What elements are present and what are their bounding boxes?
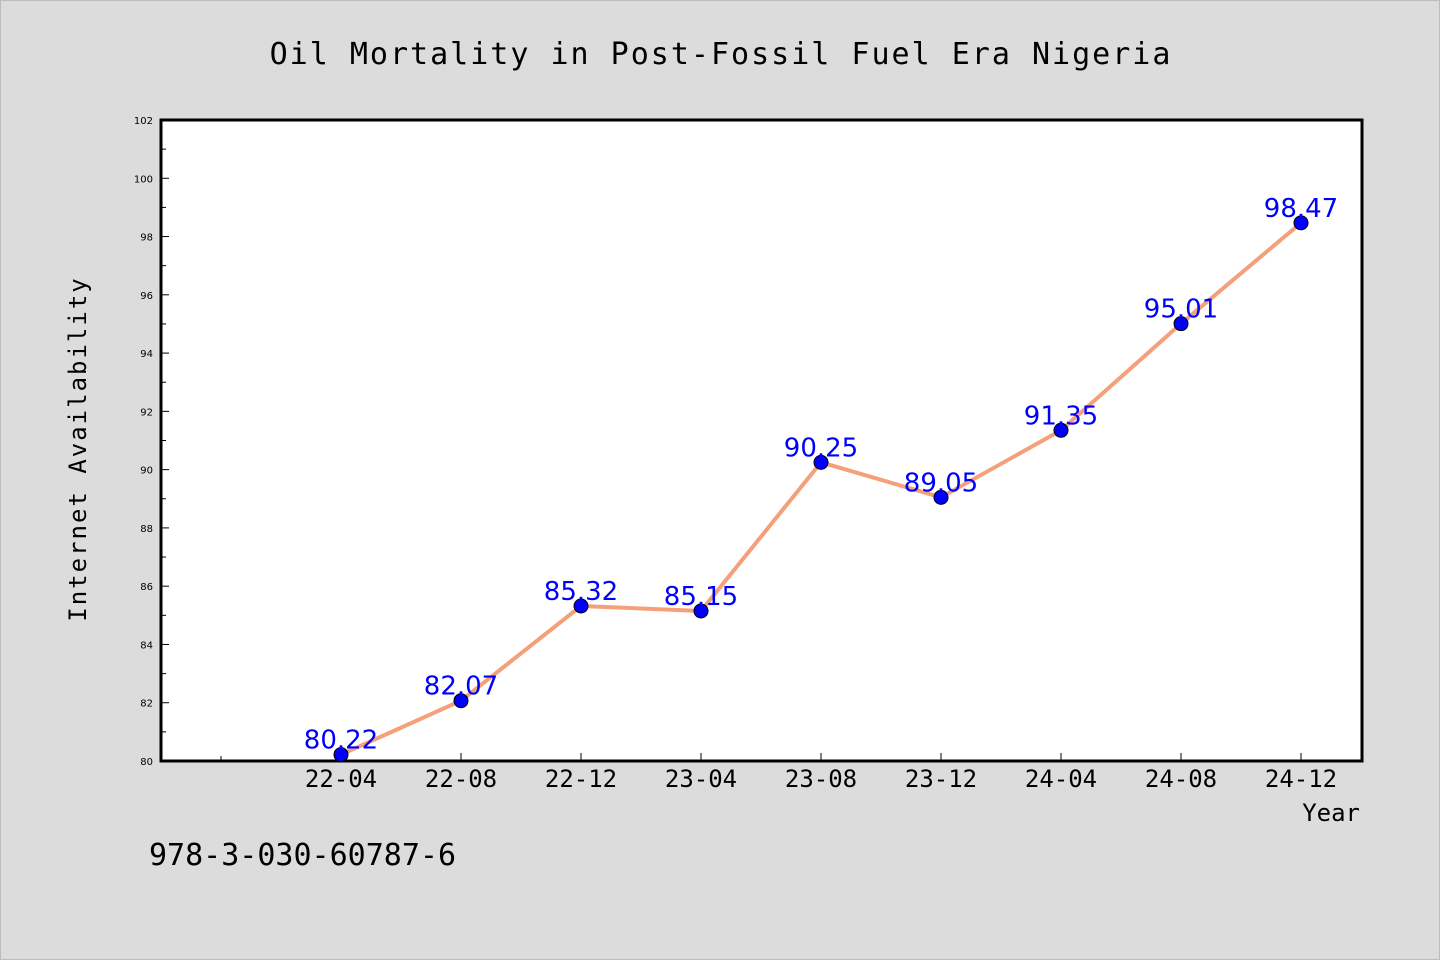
- x-tick-label: 22-12: [545, 765, 617, 793]
- y-tick-label: 86: [140, 582, 153, 593]
- data-point: [1053, 422, 1069, 438]
- y-tick-label: 92: [140, 407, 153, 418]
- y-tick-label: 90: [140, 466, 153, 477]
- data-point: [1293, 215, 1309, 231]
- data-label: 95.01: [1144, 295, 1218, 325]
- y-tick-label: 88: [140, 524, 153, 535]
- y-tick-label: 100: [134, 174, 153, 185]
- data-point: [333, 747, 349, 763]
- x-tick-label: 23-04: [665, 765, 737, 793]
- data-markers: [333, 215, 1309, 763]
- data-point: [453, 693, 469, 709]
- y-tick-label: 80: [140, 757, 153, 768]
- y-tick-label: 84: [140, 640, 153, 651]
- data-point: [1173, 316, 1189, 332]
- data-point: [813, 454, 829, 470]
- x-tick-label: 22-04: [305, 765, 377, 793]
- data-label: 91.35: [1024, 401, 1098, 431]
- x-axis-label: Year: [1302, 799, 1360, 827]
- y-tick-label: 96: [140, 291, 153, 302]
- data-label: 82.07: [424, 672, 498, 702]
- data-point: [933, 489, 949, 505]
- x-tick-label: 24-12: [1265, 765, 1337, 793]
- y-tick-label: 98: [140, 233, 153, 244]
- x-tick-label: 24-08: [1145, 765, 1217, 793]
- data-labels: 80.22 82.07 85.32 85.15 90.25 89.05 91.35 95.01…: [304, 194, 1338, 756]
- y-axis-ticks: 80 82 84 86 88 90 92 94 96 98 100 102: [134, 116, 169, 768]
- data-label: 89.05: [904, 468, 978, 498]
- y-tick-label: 94: [140, 349, 153, 360]
- y-axis-label: Internet Availability: [64, 276, 92, 621]
- data-label: 85.32: [544, 577, 618, 607]
- data-label: 98.47: [1264, 194, 1338, 224]
- data-point: [693, 603, 709, 619]
- x-axis-ticks: 22-04 22-08 22-12 23-04 23-08 23-12 24-04 24-08…: [220, 753, 1337, 793]
- data-label: 90.25: [784, 433, 858, 463]
- x-tick-label: 23-12: [905, 765, 977, 793]
- x-tick-label: 24-04: [1025, 765, 1097, 793]
- y-tick-label: 82: [140, 699, 153, 710]
- x-tick-label: 22-08: [425, 765, 497, 793]
- x-tick-label: 23-08: [785, 765, 857, 793]
- isbn-annotation: 978-3-030-60787-6: [149, 838, 456, 873]
- data-label: 85.15: [664, 582, 738, 612]
- data-point: [573, 598, 589, 614]
- data-label: 80.22: [304, 726, 378, 756]
- plot-area: [159, 118, 1364, 763]
- chart-title: Oil Mortality in Post-Fossil Fuel Era Ni…: [270, 37, 1173, 72]
- y-tick-label: 102: [134, 116, 153, 127]
